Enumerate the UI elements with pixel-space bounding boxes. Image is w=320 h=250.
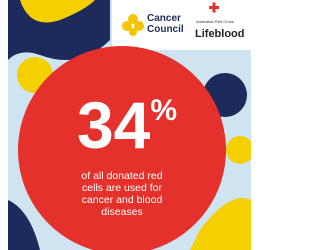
red-cross-label: Australian Red Cross	[196, 19, 234, 24]
lifeblood-logo: Lifeblood	[195, 28, 245, 40]
graphic: Cancer Council Australian Red Cross Life…	[0, 0, 251, 250]
cancer-council-logo: Cancer Council	[147, 13, 197, 35]
stat-value: 34	[77, 88, 150, 162]
stat-unit: %	[150, 94, 177, 127]
stat: 34%	[52, 92, 202, 158]
stat-caption: of all donated red cells are used for ca…	[72, 170, 172, 218]
